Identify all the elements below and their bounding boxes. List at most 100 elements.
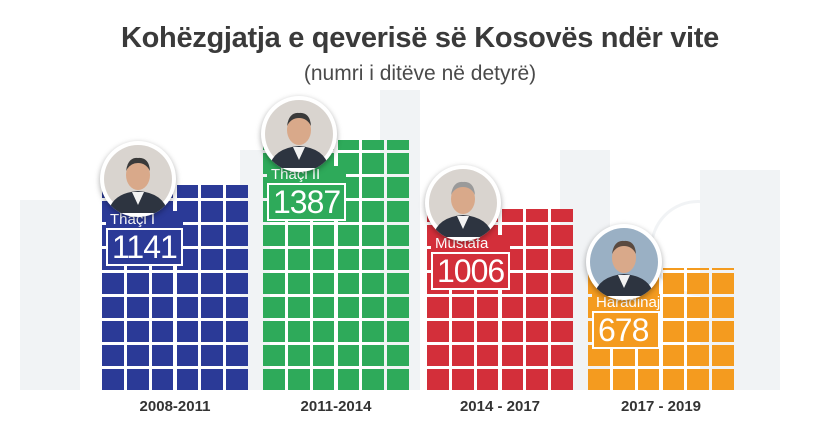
- bar-cell: [588, 345, 610, 366]
- bar-cell: [312, 369, 335, 390]
- bar-cell: [126, 321, 149, 342]
- bar-cell: [551, 321, 573, 342]
- bar-cell: [102, 273, 124, 294]
- portrait-thaci-icon: [261, 96, 337, 173]
- bar-cell: [263, 345, 285, 366]
- bar-cell: [226, 369, 248, 390]
- bar-cell: [387, 345, 409, 366]
- bar-cell: [551, 369, 573, 390]
- bar-cell: [551, 208, 573, 222]
- bar-cell: [226, 201, 248, 222]
- bar-value-label: 1006: [431, 251, 511, 290]
- bar-cell: [287, 321, 310, 342]
- bar-cell: [337, 249, 360, 270]
- bar-cell: [287, 249, 310, 270]
- bar-cell: [637, 345, 660, 366]
- bar-cell: [312, 225, 335, 246]
- bar-cell: [387, 177, 409, 198]
- bar-cell: [176, 321, 199, 342]
- bar-cell: [526, 321, 549, 342]
- bar-cell: [151, 345, 174, 366]
- bar-cell: [263, 225, 285, 246]
- bar-cell: [501, 345, 524, 366]
- bar-value-label: 1387: [267, 183, 347, 222]
- bar-cell: [337, 369, 360, 390]
- bar-cell: [387, 201, 409, 222]
- skyline-building: [20, 200, 80, 390]
- bar-cell: [387, 225, 409, 246]
- bar-cell: [476, 345, 499, 366]
- bar-cell: [687, 369, 710, 390]
- bar-cell: [201, 249, 224, 270]
- x-tick-label: 2017 - 2019: [620, 398, 702, 415]
- bar-cell: [662, 273, 685, 294]
- bar-cell: [362, 345, 385, 366]
- bar-cell: [588, 369, 610, 390]
- bar-cell: [362, 297, 385, 318]
- chart-title: Kohëzgjatja e qeverisë së Kosovës ndër v…: [121, 22, 719, 54]
- bar-cell: [201, 321, 224, 342]
- bar-cell: [201, 369, 224, 390]
- bar-cell: [176, 345, 199, 366]
- bar-cell: [662, 369, 685, 390]
- bar-cell: [387, 273, 409, 294]
- bar-cell: [362, 249, 385, 270]
- bar-cell: [337, 297, 360, 318]
- bar-cell: [312, 249, 335, 270]
- bar-cell: [501, 208, 524, 222]
- bar-cell: [226, 273, 248, 294]
- bar-cell: [551, 225, 573, 246]
- bar-cell: [263, 273, 285, 294]
- bar-cell: [427, 321, 449, 342]
- bar-cell: [526, 369, 549, 390]
- bar-cell: [427, 369, 449, 390]
- bar-cell: [263, 249, 285, 270]
- bar-cell: [476, 321, 499, 342]
- bar-cell: [362, 140, 385, 150]
- bar-cell: [687, 297, 710, 318]
- bar-cell: [427, 297, 449, 318]
- bar-cell: [551, 297, 573, 318]
- bar-label: Mustafa 1006: [431, 234, 511, 290]
- bar-cell: [387, 297, 409, 318]
- bar-cell: [201, 345, 224, 366]
- bar-cell: [263, 369, 285, 390]
- bar-cell: [687, 345, 710, 366]
- bar-cell: [226, 249, 248, 270]
- bar-cell: [263, 321, 285, 342]
- portrait-thaci-icon: [100, 140, 176, 217]
- bar-cell: [476, 369, 499, 390]
- bar-cell: [176, 273, 199, 294]
- bar-cell: [687, 273, 710, 294]
- bar-cell: [151, 369, 174, 390]
- bar-label: Thaçi II 1387: [267, 166, 347, 222]
- bar-cell: [387, 249, 409, 270]
- chart-subtitle: (numri i ditëve në detyrë): [303, 62, 537, 85]
- bar-cell: [287, 369, 310, 390]
- bar-cell: [102, 345, 124, 366]
- bar-cell: [687, 267, 710, 270]
- bar-cell: [287, 297, 310, 318]
- portrait-mustafa-icon: [425, 164, 501, 241]
- bar-cell: [712, 321, 734, 342]
- bar-cell: [337, 321, 360, 342]
- bar-value-label: 1141: [106, 227, 183, 266]
- bar-cell: [337, 225, 360, 246]
- bar-cell: [662, 267, 685, 270]
- bar-cell: [312, 273, 335, 294]
- x-tick-label: 2008-2011: [139, 398, 211, 415]
- bar-cell: [151, 321, 174, 342]
- bar-cell: [226, 345, 248, 366]
- bar-cell: [362, 201, 385, 222]
- bar-cell: [226, 297, 248, 318]
- bar-cell: [312, 345, 335, 366]
- bar-cell: [526, 225, 549, 246]
- bar-cell: [151, 297, 174, 318]
- bar-cell: [226, 184, 248, 198]
- bar-cell: [102, 369, 124, 390]
- bar-cell: [126, 369, 149, 390]
- bar-cell: [501, 297, 524, 318]
- bar-cell: [287, 225, 310, 246]
- bar-cell: [387, 140, 409, 150]
- bar-cell: [662, 321, 685, 342]
